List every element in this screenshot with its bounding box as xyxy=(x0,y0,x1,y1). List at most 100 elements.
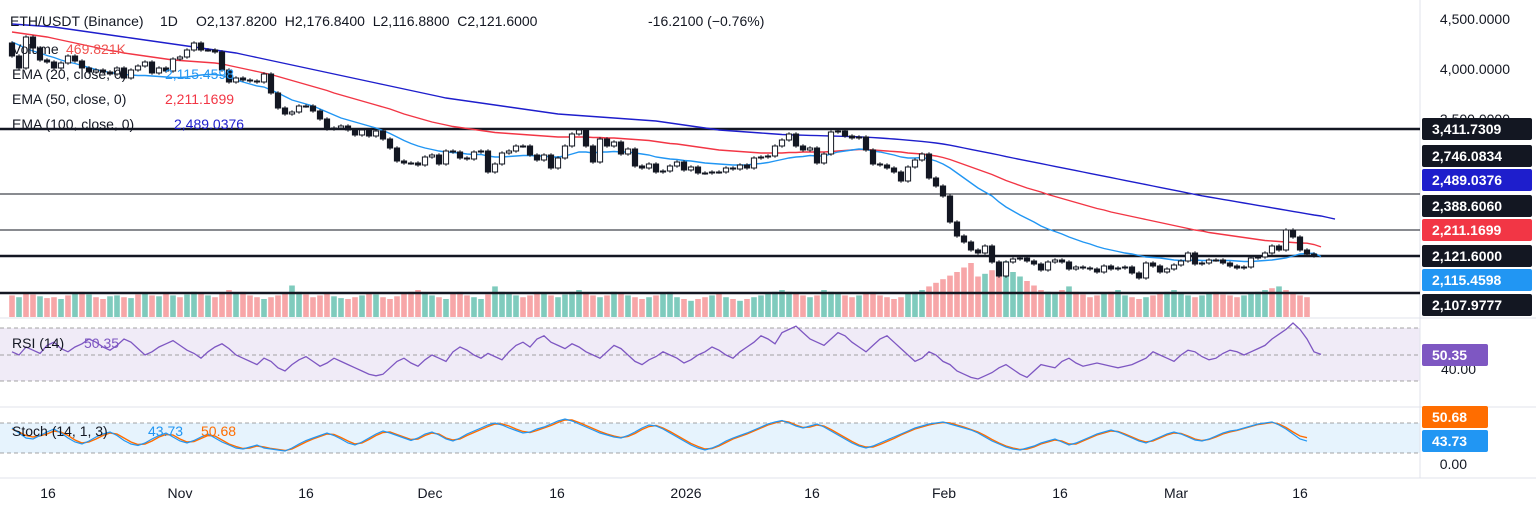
candle-body xyxy=(1310,253,1318,257)
volume-bar xyxy=(947,275,953,317)
candle-body xyxy=(1114,267,1122,270)
volume-bar xyxy=(653,295,659,317)
candle-body xyxy=(890,167,898,173)
volume-bar xyxy=(723,297,729,317)
volume-bar xyxy=(373,294,379,317)
volume-bar xyxy=(191,291,197,317)
candle-body xyxy=(764,155,772,158)
candle-body xyxy=(134,65,142,71)
volume-bar xyxy=(184,294,190,317)
candle-body xyxy=(1030,260,1038,265)
volume-bar xyxy=(611,291,617,317)
volume-bar xyxy=(254,297,260,317)
rsi-line-group xyxy=(11,322,1322,380)
candle-body xyxy=(1303,249,1311,255)
candle-body xyxy=(1009,258,1017,263)
candle-body xyxy=(85,67,93,73)
candle-body xyxy=(750,157,758,169)
price-badge-label: 43.73 xyxy=(1432,433,1467,449)
candle-body xyxy=(421,156,429,166)
candle-body xyxy=(834,130,842,133)
volume-legend-label[interactable]: Volume xyxy=(12,41,59,57)
candle-body xyxy=(92,69,100,73)
volume-bar xyxy=(828,291,834,317)
interval-label[interactable]: 1D xyxy=(160,13,178,29)
candle-body xyxy=(722,167,730,173)
candle-body xyxy=(827,131,835,155)
candle-body xyxy=(1226,262,1234,267)
main-pane[interactable] xyxy=(0,0,1420,318)
volume-bar xyxy=(709,295,715,317)
candle-body xyxy=(855,136,863,139)
candle-body xyxy=(589,145,597,163)
volume-bar xyxy=(1304,297,1310,317)
volume-bar xyxy=(107,296,113,317)
volume-bar xyxy=(443,299,449,317)
candle-body xyxy=(414,162,422,166)
volume-bar xyxy=(1115,290,1121,317)
volume-bar xyxy=(1010,272,1016,317)
volume-bar xyxy=(394,296,400,317)
volume-bar xyxy=(1206,293,1212,317)
candle-body xyxy=(106,71,114,75)
volume-bar xyxy=(464,295,470,317)
rsi-legend-label[interactable]: RSI (14) xyxy=(12,335,64,351)
price-tick: 4,000.0000 xyxy=(1440,61,1510,77)
candle-body xyxy=(1282,229,1290,251)
candle-body xyxy=(1044,261,1052,271)
candle-body xyxy=(981,245,989,254)
price-badge-label: 2,211.1699 xyxy=(1432,222,1502,238)
volume-bar xyxy=(457,291,463,317)
candle-body xyxy=(792,133,800,147)
volume-bar xyxy=(898,297,904,317)
volume-bar xyxy=(1122,295,1128,317)
volume-bar xyxy=(1290,293,1296,317)
candle-body xyxy=(918,153,926,161)
volume-bar xyxy=(1262,290,1268,317)
price-axis[interactable]: 4,500.0000 4,000.0000 3,500.0000 40.00 0… xyxy=(1440,11,1510,472)
volume-bar xyxy=(1276,286,1282,317)
candle-body xyxy=(316,110,324,120)
candle-body xyxy=(1065,261,1073,270)
candle-body xyxy=(603,138,611,147)
candle-body xyxy=(463,157,471,160)
candle-body xyxy=(43,59,51,63)
price-badge xyxy=(1422,344,1488,366)
volume-bar xyxy=(65,295,71,317)
price-badge-label: 3,411.7309 xyxy=(1432,121,1502,137)
stoch-legend-label[interactable]: Stoch (14, 1, 3) xyxy=(12,423,108,439)
candle-body xyxy=(554,157,562,169)
volume-bar xyxy=(730,299,736,317)
volume-bar xyxy=(765,293,771,317)
candle-body xyxy=(1086,267,1094,270)
candle-body xyxy=(708,171,716,174)
price-badge xyxy=(1422,294,1532,316)
candle-body xyxy=(575,129,583,135)
candle-body xyxy=(1142,262,1150,279)
volume-bar xyxy=(1283,290,1289,317)
volume-bar xyxy=(268,297,274,317)
volume-bar xyxy=(870,291,876,317)
time-axis[interactable]: 16 Nov 16 Dec 16 2026 16 Feb 16 Mar 16 xyxy=(40,485,1308,501)
volume-bar xyxy=(905,293,911,317)
volume-bar xyxy=(30,294,36,317)
ema100-legend-label[interactable]: EMA (100, close, 0) xyxy=(12,116,134,132)
ema20-legend-label[interactable]: EMA (20, close, 0) xyxy=(12,66,126,82)
candle-body xyxy=(29,36,37,49)
volume-bar xyxy=(1129,297,1135,317)
candle-body xyxy=(498,152,506,165)
candle-body xyxy=(372,130,380,137)
volume-bar xyxy=(541,293,547,317)
volume-bar xyxy=(1080,294,1086,317)
volume-bar xyxy=(317,295,323,317)
symbol-title[interactable]: ETH/USDT (Binance) xyxy=(10,13,144,29)
volume-bar xyxy=(142,292,148,317)
candle-body xyxy=(148,61,156,74)
volume-bar xyxy=(849,297,855,317)
volume-bar xyxy=(1038,290,1044,317)
header-legend: ETH/USDT (Binance) 1D O2,137.8200 H2,176… xyxy=(10,13,764,29)
volume-bars xyxy=(9,261,1310,317)
volume-bar xyxy=(1150,295,1156,317)
ema50-legend-label[interactable]: EMA (50, close, 0) xyxy=(12,91,126,107)
